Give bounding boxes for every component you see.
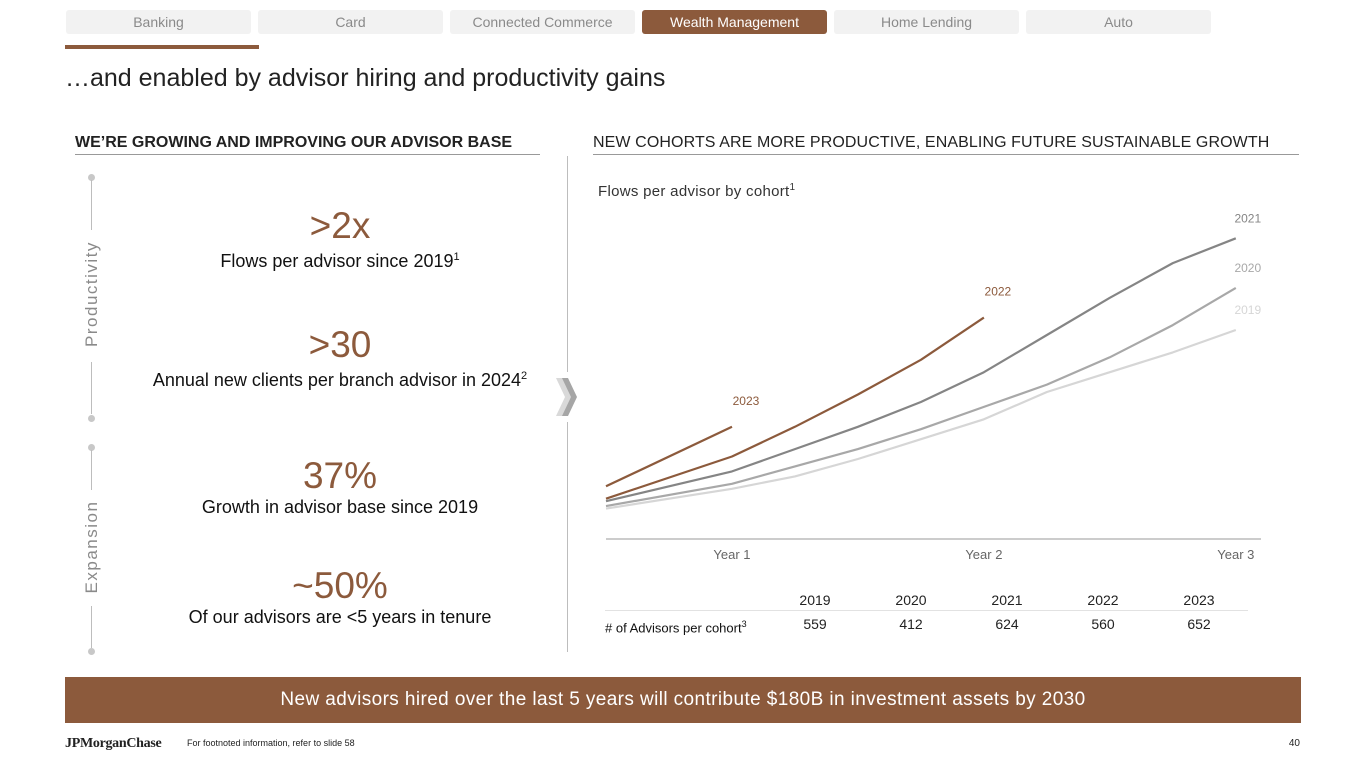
stat-value: 37% [302,455,378,496]
timeline-dot [88,415,95,422]
table-header-cell: 2021 [991,592,1023,608]
tab-accent-bar [65,45,259,49]
flows-line-chart: Year 1 Year 2 Year 3 2019 2020 2021 2022 2023 [605,211,1261,562]
series-label-2022: 2022 [985,285,1012,299]
table-header-cell: 2022 [1087,592,1119,608]
tab-connected-commerce[interactable]: Connected Commerce [450,10,635,34]
company-logo: JPMorganChase [65,736,162,751]
stat-description: Growth in advisor base since 2019 [201,497,479,517]
left-section-heading: WE’RE GROWING AND IMPROVING OUR ADVISOR … [75,134,513,151]
section-tabs: Banking Card Connected Commerce Wealth M… [66,10,1211,34]
x-tick-label: Year 1 [713,547,750,562]
stat-value: ~50% [292,565,388,606]
table-header-row: 2019 2020 2021 2022 2023 [605,590,1248,611]
series-label-2019: 2019 [1234,303,1261,317]
series-label-2023: 2023 [733,394,760,408]
table-header-cell: 2023 [1183,592,1215,608]
series-label-2020: 2020 [1234,261,1261,275]
summary-banner: New advisors hired over the last 5 years… [65,677,1301,723]
right-section-heading: NEW COHORTS ARE MORE PRODUCTIVE, ENABLIN… [593,134,1270,151]
series-line-2020 [605,286,1237,508]
expansion-label: Expansion [82,500,101,594]
table-header-cell: 2020 [895,592,927,608]
table-row-label: # of Advisors per cohort3 [605,619,747,636]
stat-description: Flows per advisor since 20191 [220,251,460,271]
timeline-dot [88,174,95,181]
tab-home-lending[interactable]: Home Lending [834,10,1019,34]
tab-banking[interactable]: Banking [66,10,251,34]
chart-title: Flows per advisor by cohort1 [598,182,796,200]
right-heading-rule [593,154,1299,155]
table-cell: 624 [995,616,1019,632]
table-cell: 652 [1187,616,1211,632]
productivity-label: Productivity [82,241,101,347]
table-cell: 560 [1091,616,1115,632]
series-line-2019 [605,328,1237,510]
stat-flows-per-advisor: >2x Flows per advisor since 20191 [110,206,570,272]
series-line-2021 [605,237,1237,503]
x-tick-label: Year 3 [1217,547,1254,562]
timeline-line [91,606,92,648]
stat-value: >30 [308,324,372,365]
stat-advisor-growth: 37% Growth in advisor base since 2019 [110,456,570,518]
table-row: # of Advisors per cohort3 559 412 624 56… [605,614,1248,636]
x-tick-label: Year 2 [965,547,1002,562]
stat-value: >2x [309,205,371,246]
series-line-2023 [605,425,733,488]
tab-card[interactable]: Card [258,10,443,34]
stat-tenure: ~50% Of our advisors are <5 years in ten… [110,566,570,628]
footnote: For footnoted information, refer to slid… [187,738,355,748]
timeline-line [91,450,92,490]
timeline-dot [88,444,95,451]
series-line-2022 [605,316,985,500]
stat-new-clients: >30 Annual new clients per branch adviso… [110,325,570,391]
stat-description: Annual new clients per branch advisor in… [152,370,528,390]
cohort-table: 2019 2020 2021 2022 2023 # of Advisors p… [605,590,1248,636]
section-divider [567,422,568,652]
left-heading-rule [75,154,540,155]
timeline-line [91,180,92,230]
chevron-right-icon [556,378,577,416]
tab-wealth-management[interactable]: Wealth Management [642,10,827,34]
tab-auto[interactable]: Auto [1026,10,1211,34]
page-number: 40 [1288,738,1300,749]
table-cell: 412 [899,616,923,632]
section-divider [567,156,568,372]
table-header-cell: 2019 [799,592,831,608]
page-title: …and enabled by advisor hiring and produ… [65,64,666,92]
table-cell: 559 [803,616,827,632]
stat-description: Of our advisors are <5 years in tenure [188,607,492,627]
series-label-2021: 2021 [1234,211,1261,225]
timeline-dot [88,648,95,655]
timeline-line [91,362,92,414]
